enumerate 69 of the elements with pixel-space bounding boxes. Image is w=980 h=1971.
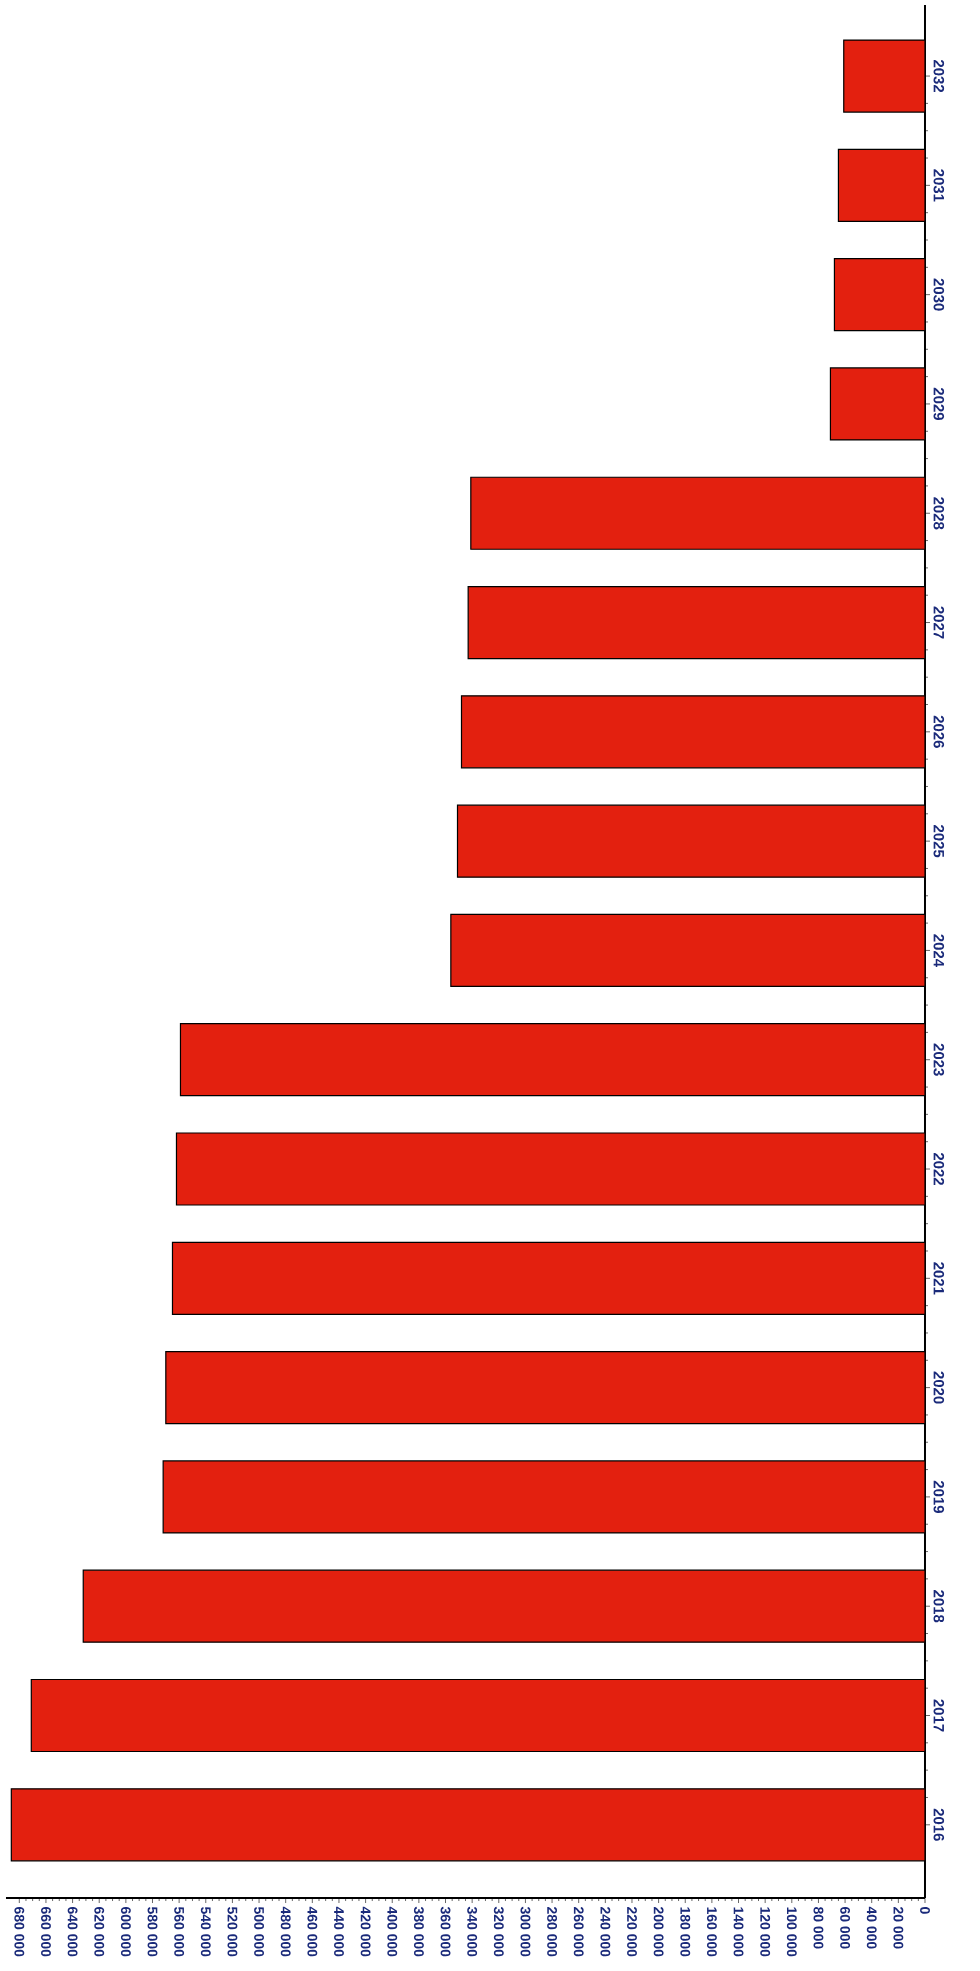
x-tick-label: 580 000	[147, 1906, 158, 1957]
x-tick-label: 440 000	[334, 1906, 344, 1957]
y-tick-label: 2028	[933, 497, 945, 530]
x-tick-label: 380 000	[413, 1906, 424, 1957]
x-tick-label: 40 000	[866, 1906, 877, 1949]
y-tick-label: 2023	[933, 1043, 945, 1076]
y-tick-label: 2026	[933, 715, 945, 748]
y-tick-label: 2017	[933, 1699, 945, 1732]
y-tick-label: 2027	[933, 606, 945, 639]
x-tick-label: 420 000	[360, 1906, 371, 1957]
x-tick-label: 140 000	[733, 1907, 744, 1957]
x-tick-label: 620 000	[94, 1907, 105, 1957]
x-tick-label: 640 000	[67, 1907, 78, 1957]
x-tick-label: 600 000	[120, 1907, 131, 1957]
x-tick-label: 80 000	[813, 1906, 824, 1949]
y-tick-label: 2030	[933, 278, 945, 311]
x-tick-label: 240 000	[600, 1907, 611, 1957]
x-tick-label: 460 000	[307, 1906, 318, 1957]
x-tick-label: 660 000	[41, 1907, 51, 1957]
x-tick-label: 180 000	[680, 1907, 691, 1957]
bar	[829, 367, 925, 441]
bar	[450, 913, 925, 988]
y-tick-label: 2032	[933, 59, 945, 93]
x-tick-label: 220 000	[627, 1907, 637, 1957]
bar	[467, 585, 925, 660]
x-tick-label: 260 000	[573, 1907, 584, 1957]
y-tick-label: 2020	[933, 1371, 945, 1404]
x-tick-label: 360 000	[440, 1906, 451, 1957]
x-tick-label: 0	[920, 1907, 930, 1914]
bar	[833, 258, 925, 332]
bar	[10, 1788, 925, 1862]
y-tick-label: 2031	[933, 169, 945, 202]
x-tick-label: 520 000	[227, 1906, 238, 1957]
y-tick-label: 2025	[933, 825, 945, 858]
x-tick-label: 320 000	[493, 1906, 504, 1957]
bar	[460, 695, 925, 769]
x-tick-label: 480 000	[280, 1906, 291, 1957]
y-tick-label: 2018	[933, 1590, 945, 1623]
bar	[175, 1132, 925, 1206]
bar	[162, 1460, 925, 1534]
x-tick-label: 680 000	[14, 1907, 25, 1957]
y-tick-label: 2019	[933, 1480, 945, 1513]
bar	[179, 1023, 925, 1097]
y-tick-label: 2016	[933, 1808, 945, 1841]
x-tick-label: 60 000	[840, 1907, 851, 1949]
bar	[837, 148, 925, 222]
y-tick-label: 2021	[933, 1262, 945, 1295]
y-tick-label: 2029	[933, 387, 945, 420]
x-tick-label: 200 000	[653, 1907, 664, 1957]
x-tick-label: 100 000	[786, 1907, 797, 1957]
y-tick-label: 2022	[933, 1152, 945, 1186]
x-tick-label: 400 000	[387, 1906, 398, 1957]
bar	[843, 39, 925, 113]
x-tick-label: 300 000	[520, 1906, 531, 1957]
bar	[171, 1241, 925, 1315]
x-tick-label: 500 000	[254, 1906, 264, 1957]
bar	[165, 1351, 925, 1425]
bar	[456, 804, 925, 878]
x-tick-label: 160 000	[706, 1907, 717, 1957]
x-tick-label: 540 000	[200, 1906, 211, 1957]
x-tick-label: 340 000	[467, 1906, 478, 1957]
bar	[470, 476, 925, 550]
bar	[82, 1569, 925, 1643]
x-tick-label: 560 000	[174, 1906, 185, 1957]
y-tick-label: 2024	[933, 934, 945, 967]
x-tick-label: 280 000	[547, 1907, 558, 1957]
x-tick-label: 120 000	[760, 1907, 771, 1957]
bar	[30, 1678, 925, 1753]
x-tick-label: 20 000	[893, 1907, 904, 1949]
